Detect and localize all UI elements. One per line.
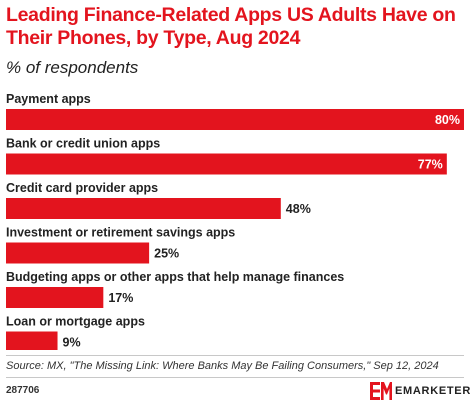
category-label: Payment apps xyxy=(6,92,91,106)
chart-subtitle: % of respondents xyxy=(6,58,139,77)
footer-divider-bottom xyxy=(6,377,464,378)
em-logo-icon xyxy=(370,382,392,400)
bar-row: Budgeting apps or other apps that help m… xyxy=(6,270,344,308)
bar xyxy=(6,153,447,175)
value-label: 80% xyxy=(435,113,460,127)
category-label: Investment or retirement savings apps xyxy=(6,226,235,240)
bar-row: Payment apps 80% xyxy=(6,92,464,130)
category-label: Loan or mortgage apps xyxy=(6,315,145,329)
brand-name: EMARKETER xyxy=(395,385,470,397)
chart-id: 287706 xyxy=(6,385,40,396)
bar xyxy=(6,331,58,350)
bar-chart: Payment apps 80% Bank or credit union apps… xyxy=(6,92,464,350)
bar-row: Loan or mortgage apps 9% xyxy=(6,315,145,350)
category-label: Bank or credit union apps xyxy=(6,137,160,151)
bar-row: Credit card provider apps 48% xyxy=(6,181,311,219)
source-note: Source: MX, "The Missing Link: Where Ban… xyxy=(6,360,439,372)
footer-divider xyxy=(6,355,464,356)
bar-row: Bank or credit union apps 77% xyxy=(6,137,447,175)
bar-row: Investment or retirement savings apps 25% xyxy=(6,226,235,264)
value-label: 17% xyxy=(108,291,133,305)
category-label: Credit card provider apps xyxy=(6,181,158,195)
value-label: 77% xyxy=(418,158,443,172)
bar xyxy=(6,109,464,130)
value-label: 9% xyxy=(63,336,81,350)
value-label: 48% xyxy=(286,202,311,216)
bar xyxy=(6,198,281,219)
category-label: Budgeting apps or other apps that help m… xyxy=(6,270,344,284)
bar xyxy=(6,287,104,308)
chart-title: Leading Finance-Related Apps US Adults H… xyxy=(6,4,456,49)
value-label: 25% xyxy=(154,247,179,261)
bar xyxy=(6,242,150,264)
